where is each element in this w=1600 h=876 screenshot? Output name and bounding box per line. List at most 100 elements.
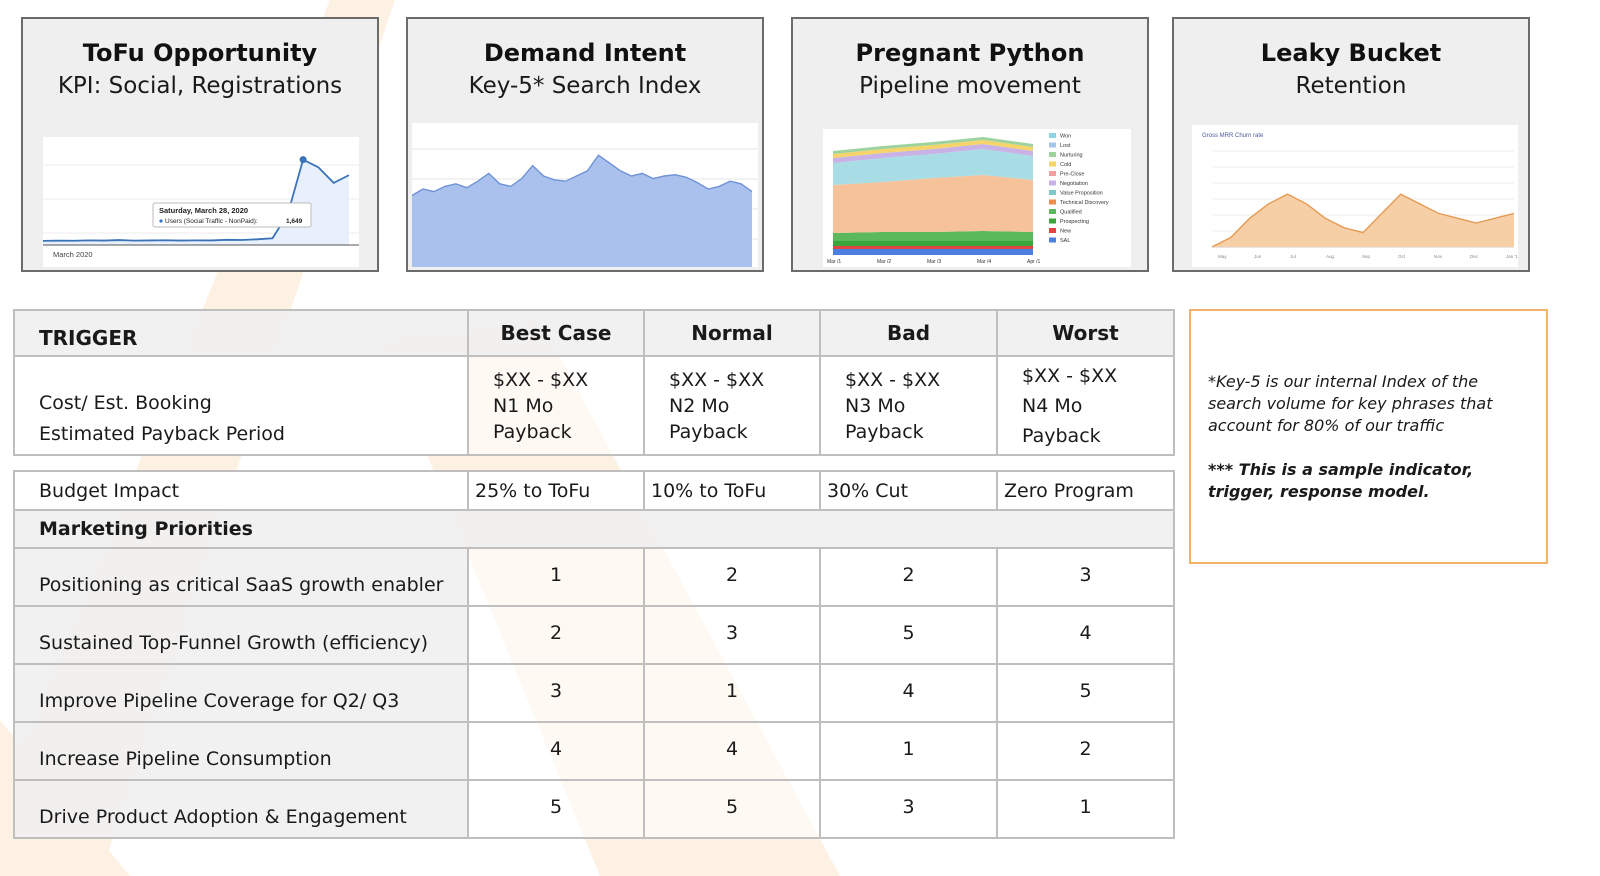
search-index-chart bbox=[411, 123, 758, 267]
x-tick-label: Jul bbox=[1290, 254, 1296, 259]
pipeline-band bbox=[833, 144, 1033, 163]
cost-range: $XX - $XX bbox=[1022, 365, 1118, 387]
legend-label: Prospecting bbox=[1060, 219, 1089, 225]
legend-swatch bbox=[1049, 142, 1056, 148]
pipeline-band bbox=[833, 175, 1033, 233]
priority-rank: 4 bbox=[996, 605, 1175, 665]
priority-rank: 5 bbox=[996, 663, 1175, 723]
card-subtitle: KPI: Social, Registrations bbox=[57, 73, 343, 99]
priorities-heading: Marketing Priorities bbox=[13, 509, 1175, 549]
priority-rank: 2 bbox=[819, 547, 998, 607]
x-tick-label: Mar /1 bbox=[827, 259, 841, 265]
payback-months: N4 Mo bbox=[1022, 395, 1083, 417]
budget-best-case: 25% to ToFu bbox=[467, 470, 645, 511]
card-title: Demand Intent bbox=[483, 39, 687, 67]
priority-label: Improve Pipeline Coverage for Q2/ Q3 bbox=[13, 663, 469, 723]
card-title: ToFu Opportunity bbox=[82, 39, 318, 67]
legend-label: Cold bbox=[1060, 162, 1071, 168]
tooltip-series: Users (Social Traffic - NonPaid): bbox=[165, 218, 258, 225]
x-axis-label: March 2020 bbox=[53, 250, 93, 259]
legend-swatch bbox=[1049, 133, 1056, 138]
churn-chart-title: Gross MRR Churn rate bbox=[1202, 133, 1264, 139]
tooltip-value: 1,649 bbox=[286, 218, 303, 225]
budget-worst: Zero Program bbox=[996, 470, 1175, 511]
card-subtitle: Retention bbox=[1295, 73, 1407, 99]
priority-row: Increase Pipeline Consumption 4 4 1 2 bbox=[13, 721, 1175, 781]
priority-label: Increase Pipeline Consumption bbox=[13, 721, 469, 781]
x-tick-label: Jun bbox=[1254, 254, 1262, 259]
legend-swatch bbox=[1049, 180, 1056, 186]
legend-label: Won bbox=[1060, 134, 1071, 140]
priority-label: Positioning as critical SaaS growth enab… bbox=[13, 547, 469, 607]
budget-label: Budget Impact bbox=[13, 470, 469, 511]
priority-rank: 2 bbox=[996, 721, 1175, 781]
priority-rank: 3 bbox=[643, 605, 821, 665]
kpi-card-demand: Demand Intent Key-5* Search Index bbox=[406, 17, 764, 272]
cost-row: Cost/ Est. Booking Estimated Payback Per… bbox=[13, 355, 1175, 456]
budget-normal: 10% to ToFu bbox=[643, 470, 821, 511]
cost-range: $XX - $XX bbox=[669, 369, 765, 391]
legend-label: Value Proposition bbox=[1060, 191, 1103, 197]
legend-swatch bbox=[1049, 218, 1056, 224]
priority-rank: 1 bbox=[996, 779, 1175, 839]
priority-rank: 4 bbox=[643, 721, 821, 781]
kpi-card-pipeline: Pregnant Python Pipeline movement Mar /1… bbox=[791, 17, 1149, 272]
priority-rank: 2 bbox=[643, 547, 821, 607]
churn-svg: Gross MRR Churn rate May Jun Jul Aug Sep Oct N… bbox=[1202, 133, 1521, 259]
cost-normal: $XX - $XX N2 Mo Payback bbox=[643, 355, 821, 456]
priority-rank: 5 bbox=[643, 779, 821, 839]
legend-swatch bbox=[1049, 161, 1056, 167]
priority-label: Drive Product Adoption & Engagement bbox=[13, 779, 469, 839]
x-tick-label: Oct bbox=[1398, 254, 1406, 259]
legend-label: New bbox=[1060, 229, 1071, 235]
x-tick-label: Mar /2 bbox=[877, 259, 891, 265]
priority-rank: 1 bbox=[643, 663, 821, 723]
peak-marker bbox=[299, 156, 307, 164]
x-tick-label: Sep bbox=[1362, 254, 1371, 259]
priority-row: Improve Pipeline Coverage for Q2/ Q3 3 1… bbox=[13, 663, 1175, 723]
budget-row: Budget Impact 25% to ToFu 10% to ToFu 30… bbox=[13, 470, 1175, 511]
pipeline-band bbox=[833, 249, 1033, 255]
cost-best-case: $XX - $XX N1 Mo Payback bbox=[467, 355, 645, 456]
priority-rank: 1 bbox=[467, 547, 645, 607]
churn-chart: Gross MRR Churn rate May Jun Jul Aug Sep Oct N… bbox=[1192, 125, 1521, 267]
card-title: Pregnant Python bbox=[855, 39, 1085, 67]
card-subtitle: Key-5* Search Index bbox=[468, 73, 702, 99]
x-tick-label: Mar /4 bbox=[977, 259, 991, 265]
legend-label: SAL bbox=[1060, 238, 1070, 244]
cost-bad: $XX - $XX N3 Mo Payback bbox=[819, 355, 998, 456]
pipeline-chart: Mar /1 Mar /2 Mar /3 Mar /4 Apr /1 Won Lost Nu… bbox=[823, 129, 1131, 267]
trigger-header-row: TRIGGER Best Case Normal Bad Worst bbox=[13, 309, 1175, 357]
priorities-heading-row: Marketing Priorities bbox=[13, 509, 1175, 549]
legend-label: Technical Discovery bbox=[1060, 200, 1109, 206]
legend-swatch bbox=[1049, 199, 1056, 205]
payback-text: Payback bbox=[669, 421, 748, 443]
footnote-bold-text: *** This is a sample indicator, trigger,… bbox=[1208, 460, 1474, 501]
social-traffic-chart: Saturday, March 28, 2020 Users (Social T… bbox=[42, 137, 359, 267]
payback-months: N1 Mo bbox=[493, 395, 554, 417]
legend-swatch bbox=[1049, 209, 1056, 214]
priority-rank: 2 bbox=[467, 605, 645, 665]
x-tick-label: Dec bbox=[1470, 254, 1479, 259]
legend-swatch bbox=[1049, 152, 1056, 157]
card-subtitle: Pipeline movement bbox=[859, 73, 1081, 99]
cost-range: $XX - $XX bbox=[845, 369, 941, 391]
tooltip-date: Saturday, March 28, 2020 bbox=[159, 206, 248, 215]
pipeline-svg: Mar /1 Mar /2 Mar /3 Mar /4 Apr /1 Won Lost Nu… bbox=[827, 133, 1109, 265]
x-tick-label: Jan '17 bbox=[1506, 254, 1518, 259]
priority-rank: 5 bbox=[467, 779, 645, 839]
card-title: Leaky Bucket bbox=[1260, 39, 1442, 67]
trigger-table: TRIGGER Best Case Normal Bad Worst Cost/… bbox=[13, 309, 1175, 456]
x-tick-label: Aug bbox=[1326, 254, 1335, 259]
kpi-card-tofu: ToFu Opportunity KPI: Social, Registrati… bbox=[21, 17, 379, 272]
priority-rank: 4 bbox=[819, 663, 998, 723]
priority-rank: 1 bbox=[819, 721, 998, 781]
header-best-case: Best Case bbox=[467, 309, 645, 357]
priority-row: Sustained Top-Funnel Growth (efficiency)… bbox=[13, 605, 1175, 665]
x-tick-label: Mar /3 bbox=[927, 259, 941, 265]
legend-label: Negotiation bbox=[1060, 181, 1088, 187]
trigger-header: TRIGGER bbox=[13, 309, 469, 357]
payback-text: Payback bbox=[1022, 425, 1101, 447]
footnote-box: *Key-5 is our internal Index of the sear… bbox=[1189, 309, 1548, 564]
cost-worst: $XX - $XX N4 Mo Payback bbox=[996, 355, 1175, 456]
